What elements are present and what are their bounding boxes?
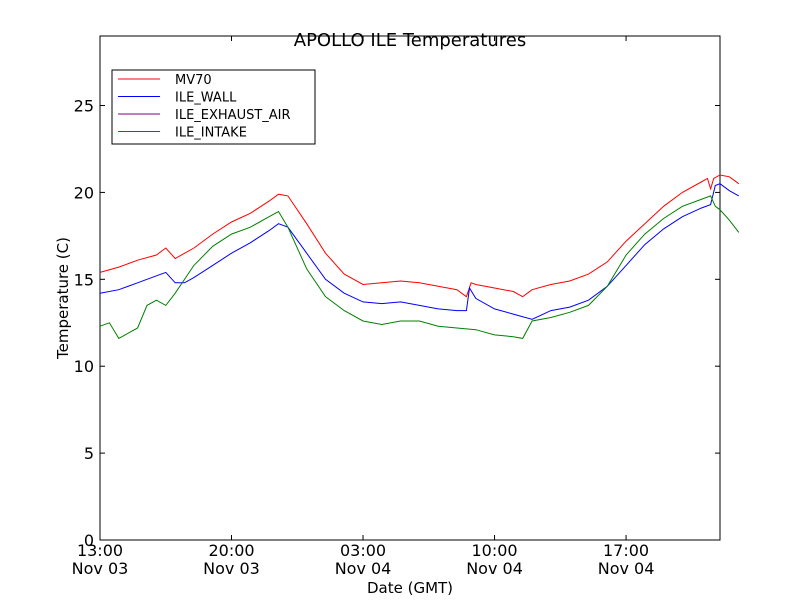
y-axis-title: Temperature (C) (54, 237, 72, 360)
x-tick-label-date: Nov 04 (466, 559, 523, 578)
x-tick-label-time: 03:00 (340, 541, 386, 560)
x-tick-label-time: 13:00 (77, 541, 123, 560)
legend: MV70 ILE_WALL ILE_EXHAUST_AIR ILE_INTAKE (111, 69, 316, 145)
chart-title: APOLLO ILE Temperatures (294, 30, 526, 51)
y-tick-label: 15 (74, 270, 94, 289)
plot-lines (99, 174, 740, 340)
y-tick-label: 0 (84, 531, 94, 550)
plot-frame (99, 35, 721, 541)
legend-label: ILE_INTAKE (175, 126, 247, 141)
y-axis: 0 5 10 15 20 25 (74, 97, 720, 550)
series-line-mv70 (99, 174, 740, 298)
x-axis-title: Date (GMT) (367, 579, 453, 597)
legend-label: ILE_EXHAUST_AIR (175, 108, 291, 123)
x-tick-label-date: Nov 04 (598, 559, 655, 578)
x-tick-label-date: Nov 03 (203, 559, 260, 578)
x-tick-label-time: 10:00 (471, 541, 517, 560)
series-line-ile-intake (99, 195, 740, 340)
x-tick-label-time: 20:00 (208, 541, 254, 560)
legend-label: MV70 (175, 73, 212, 88)
x-tick-label-date: Nov 03 (72, 559, 129, 578)
legend-label: ILE_WALL (175, 91, 237, 106)
x-tick-label-time: 17:00 (603, 541, 649, 560)
x-tick-label-date: Nov 04 (335, 559, 392, 578)
y-tick-label: 10 (74, 357, 94, 376)
y-tick-label: 25 (74, 97, 94, 116)
y-tick-label: 5 (84, 444, 94, 463)
series-line-ile-wall (99, 183, 740, 320)
y-tick-label: 20 (74, 183, 94, 202)
